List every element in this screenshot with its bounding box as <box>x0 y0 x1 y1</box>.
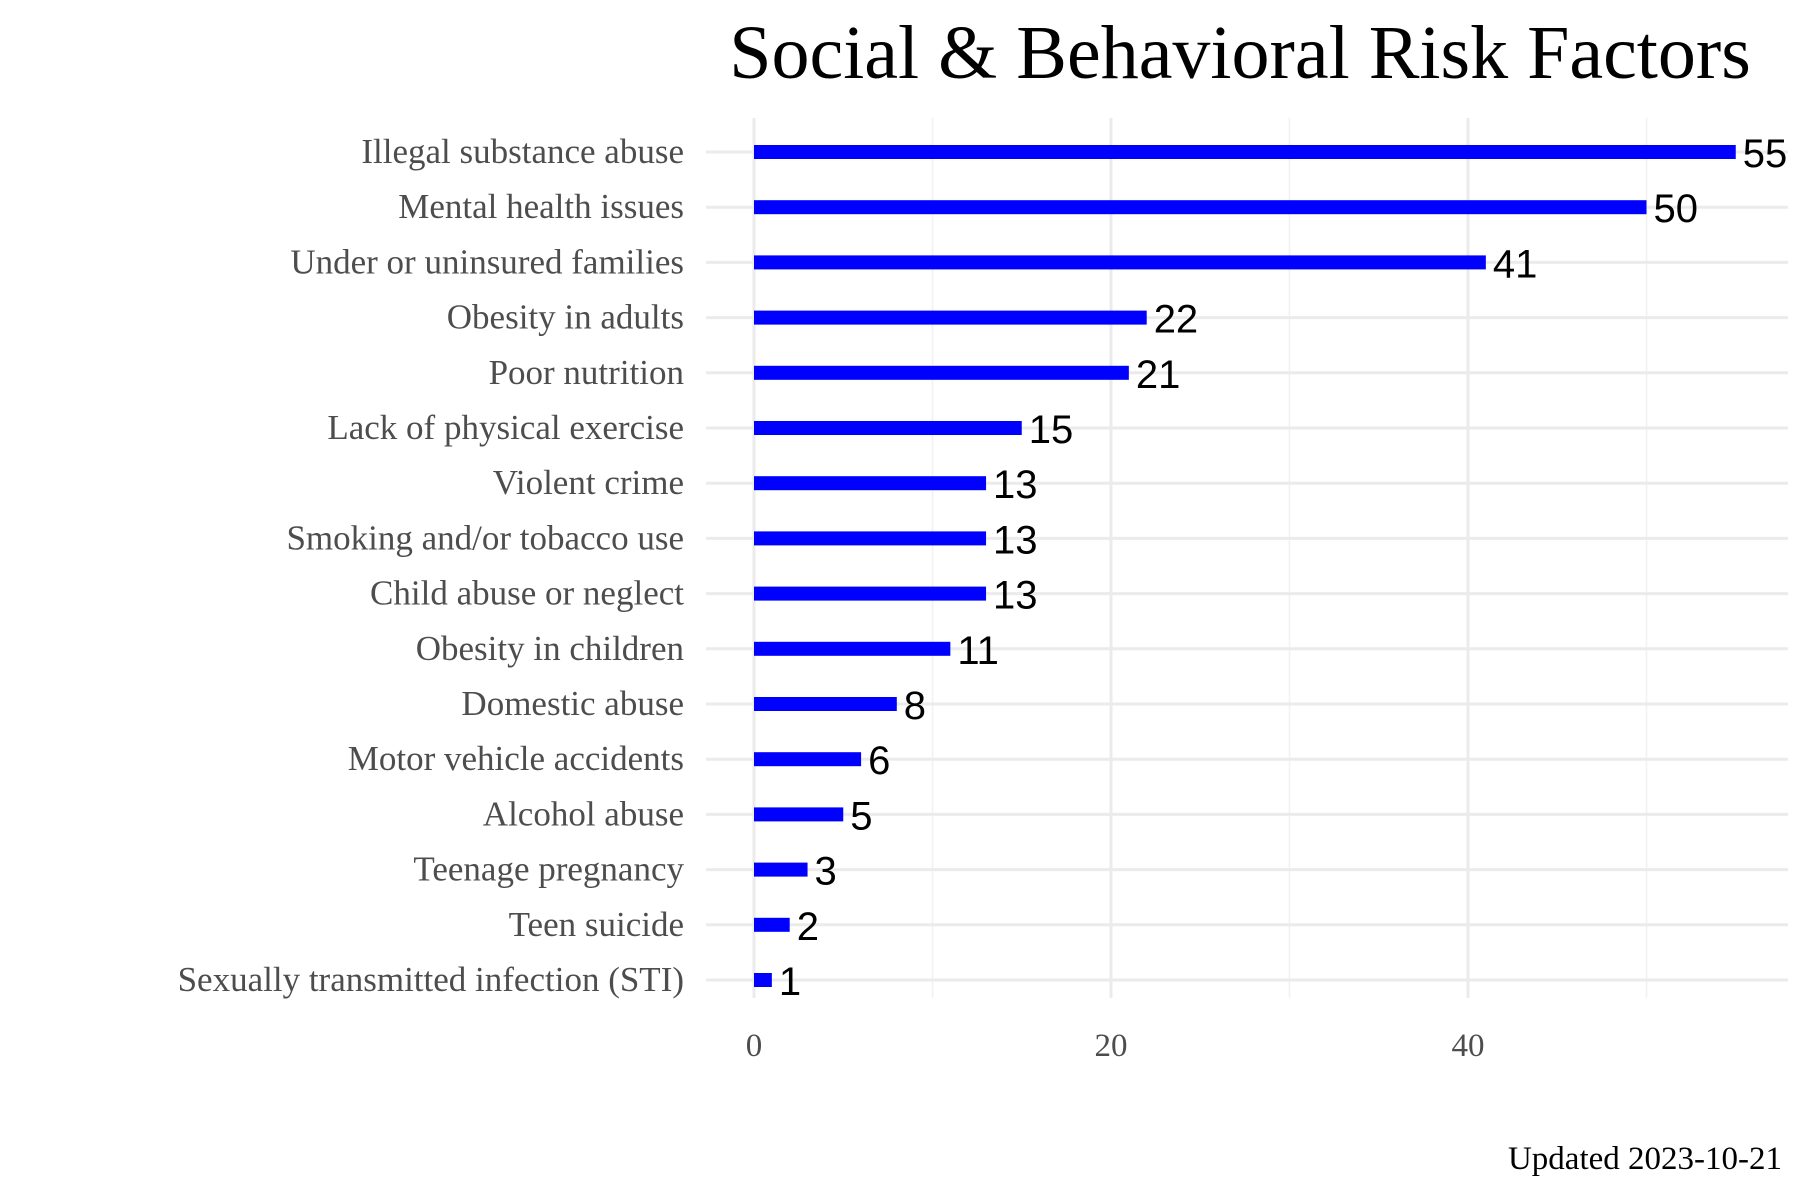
data-label: 13 <box>993 463 1038 507</box>
bar <box>754 200 1647 215</box>
bar <box>754 421 1022 435</box>
category-label: Under or uninsured families <box>290 242 684 281</box>
bar <box>754 476 987 491</box>
data-label: 13 <box>993 518 1038 562</box>
x-tick-label: 0 <box>746 1028 763 1064</box>
category-label: Obesity in adults <box>447 298 684 337</box>
chart-title: Social & Behavioral Risk Factors <box>729 11 1751 95</box>
data-label: 1 <box>779 960 801 1004</box>
bar <box>754 531 987 546</box>
bar <box>754 862 808 877</box>
data-label: 55 <box>1743 132 1788 176</box>
category-label: Teenage pregnancy <box>413 850 684 889</box>
bar <box>754 807 844 822</box>
data-label: 50 <box>1654 187 1699 231</box>
bar <box>754 752 862 767</box>
bar <box>754 310 1147 325</box>
data-label: 41 <box>1493 242 1538 286</box>
category-label: Teen suicide <box>509 905 684 944</box>
category-label: Domestic abuse <box>461 684 684 723</box>
data-label: 13 <box>993 574 1038 618</box>
data-label: 11 <box>957 629 999 673</box>
bar <box>754 917 790 932</box>
category-label: Alcohol abuse <box>483 794 684 833</box>
category-labels: Illegal substance abuse Mental health iss… <box>178 132 685 999</box>
bar <box>754 697 897 711</box>
category-label: Obesity in children <box>416 629 684 668</box>
data-label: 8 <box>904 684 926 728</box>
data-label: 22 <box>1154 298 1199 342</box>
bar <box>754 973 772 987</box>
data-label: 2 <box>797 905 819 949</box>
category-label: Smoking and/or tobacco use <box>286 518 684 557</box>
category-label: Sexually transmitted infection (STI) <box>178 960 684 999</box>
bar <box>754 641 951 656</box>
bars <box>754 145 1736 987</box>
bar <box>754 255 1486 270</box>
category-label: Lack of physical exercise <box>327 408 684 447</box>
x-tick-label: 40 <box>1452 1028 1485 1064</box>
data-label: 3 <box>815 850 837 894</box>
data-label: 5 <box>850 794 872 838</box>
bar <box>754 145 1736 159</box>
bar <box>754 365 1129 380</box>
category-label: Illegal substance abuse <box>361 132 684 171</box>
category-label: Violent crime <box>493 463 684 502</box>
data-label: 21 <box>1136 353 1181 397</box>
bar <box>754 586 987 601</box>
chart-caption: Updated 2023-10-21 <box>1508 1141 1782 1177</box>
category-label: Child abuse or neglect <box>370 574 684 613</box>
category-label: Poor nutrition <box>489 353 684 392</box>
x-tick-label: 20 <box>1095 1028 1128 1064</box>
category-label: Motor vehicle accidents <box>348 739 684 778</box>
grid <box>706 118 1788 998</box>
category-label: Mental health issues <box>398 187 684 226</box>
x-axis: 0 20 40 <box>746 1028 1485 1064</box>
data-label: 15 <box>1029 408 1074 452</box>
data-label: 6 <box>868 739 890 783</box>
